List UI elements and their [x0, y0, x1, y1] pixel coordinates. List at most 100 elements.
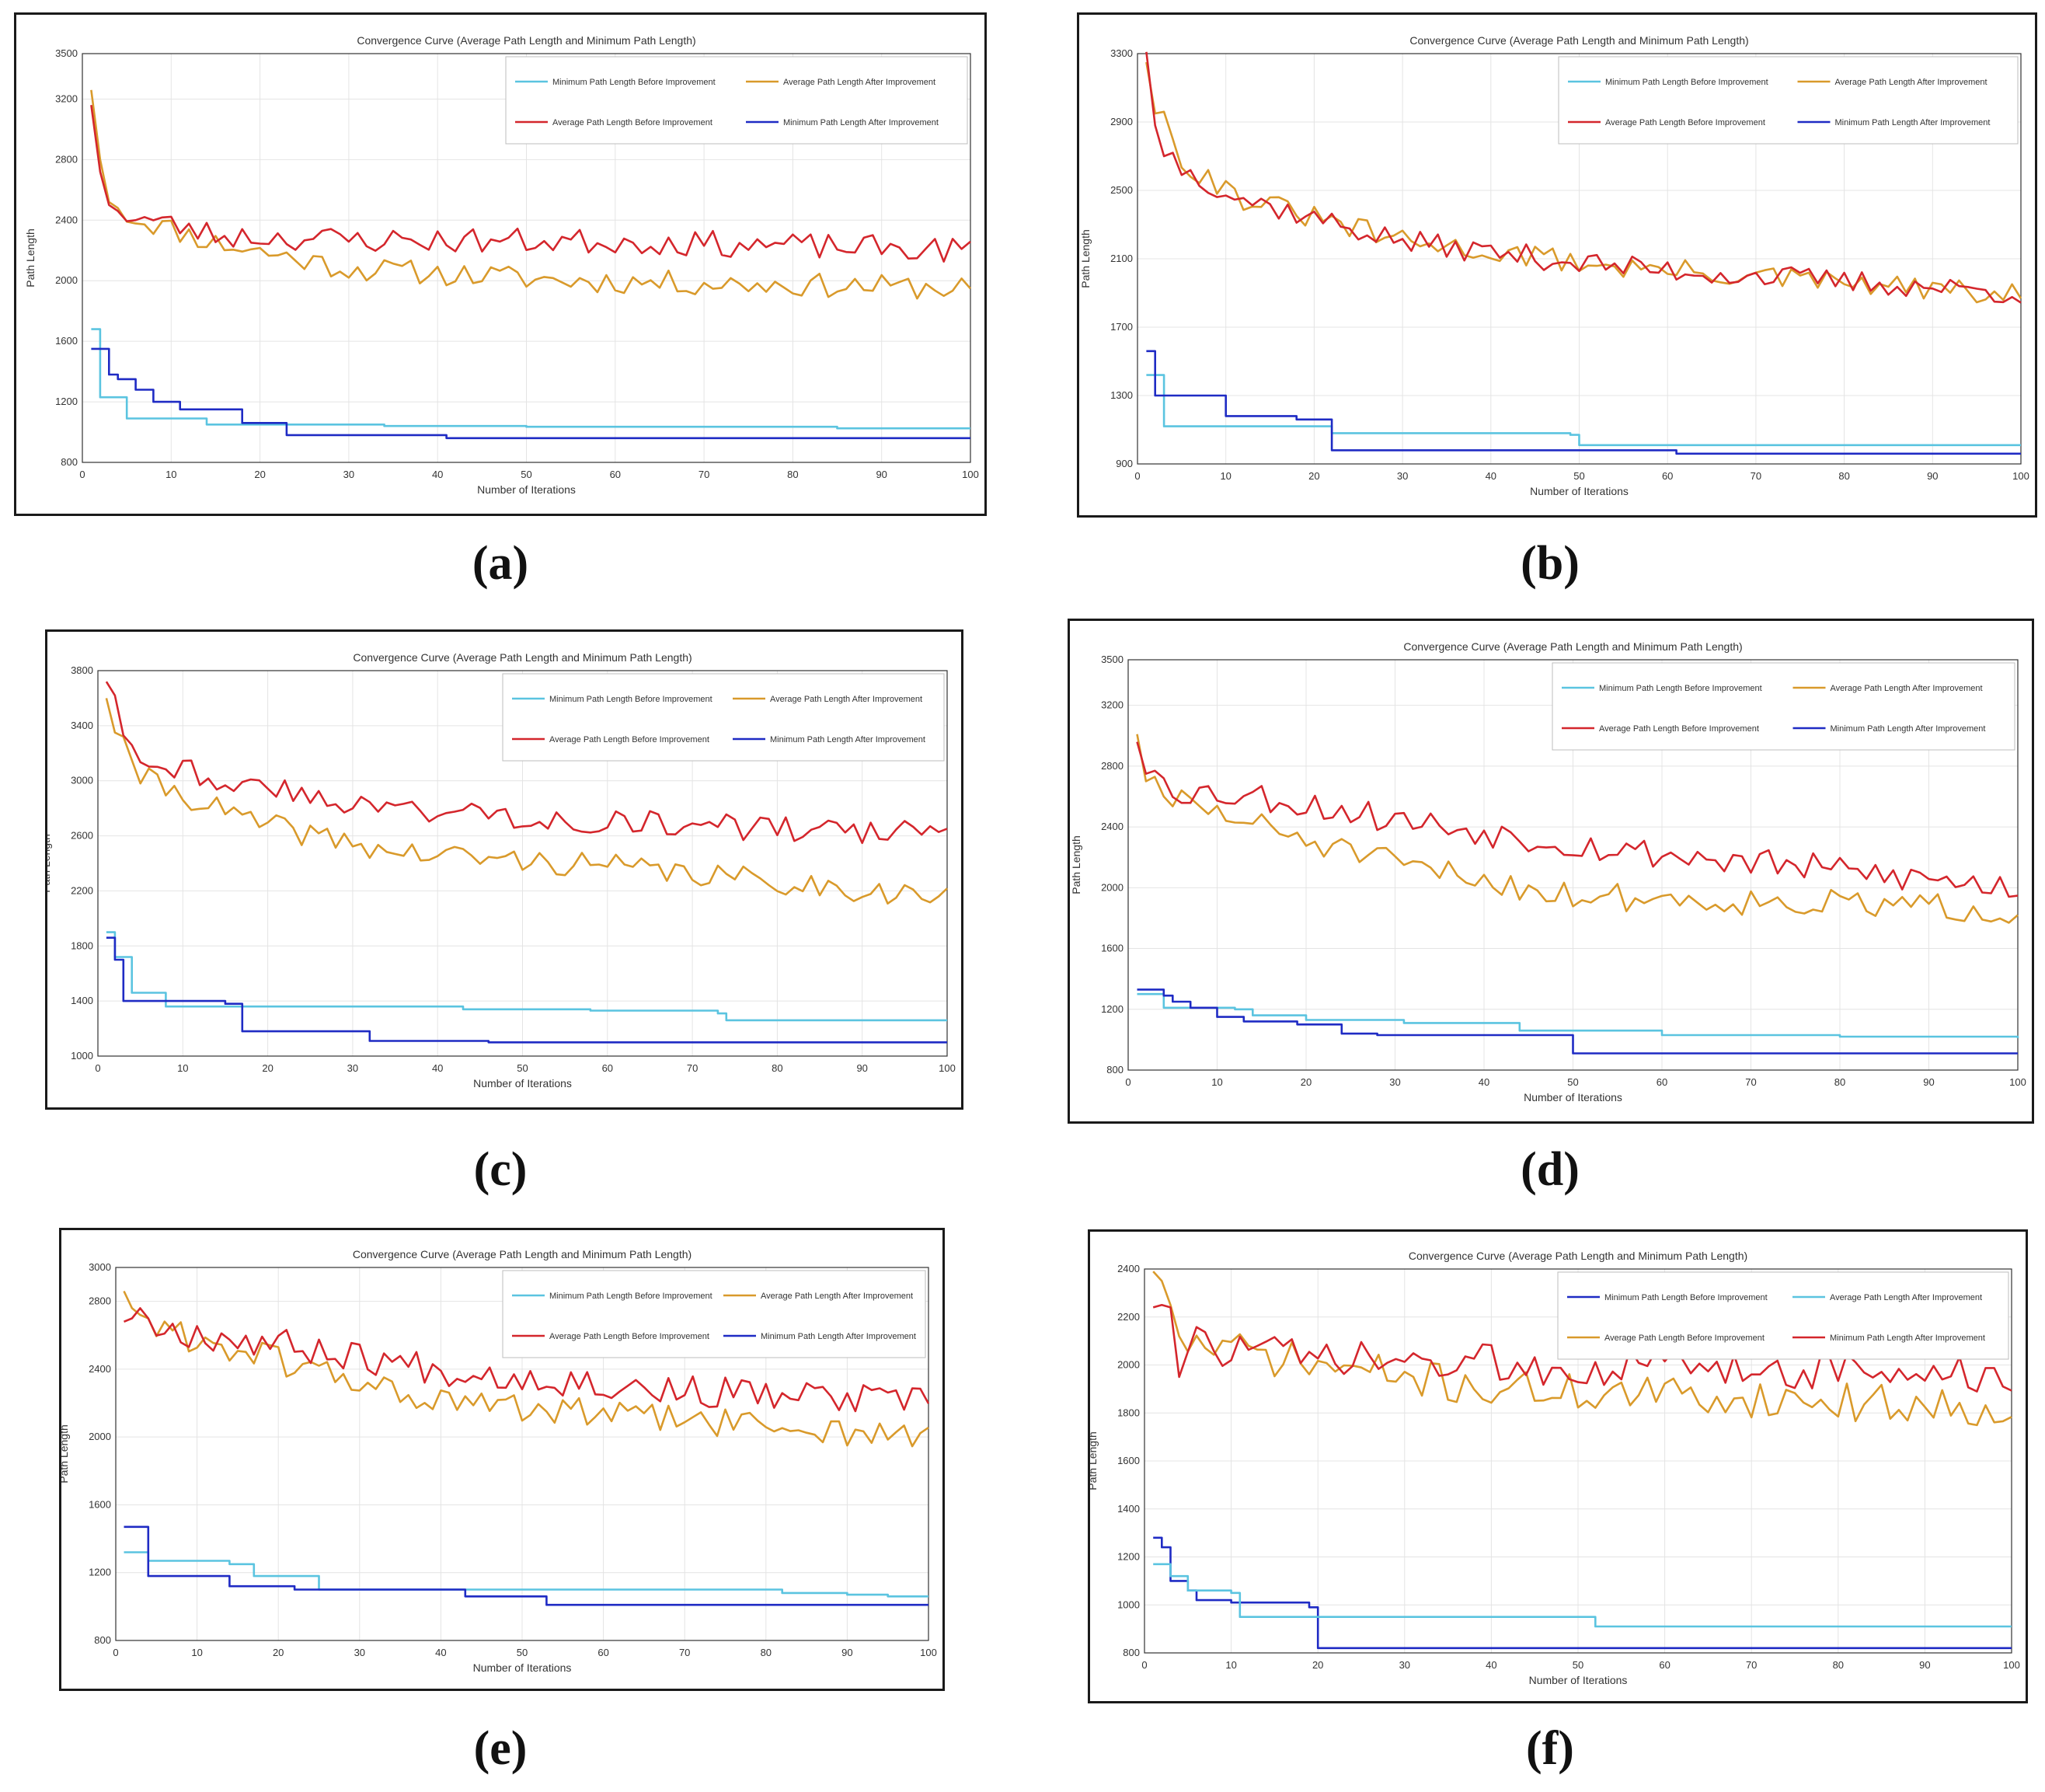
caption-e: (e): [473, 1722, 528, 1775]
chart-a-x-tick-label: 30: [343, 469, 354, 480]
chart-a-series-line-2: [90, 105, 971, 263]
chart-e-legend-label: Average Path Length After Improvement: [761, 1292, 913, 1301]
chart-c-y-tick-label: 3400: [71, 720, 93, 731]
chart-f-y-tick-label: 1800: [1117, 1407, 1140, 1418]
chart-panel-e: 0 10 20 30 40 50 60 70 80 90 100 800 1200 1600 2000 240…: [59, 1228, 945, 1691]
chart-f-x-tick-label: 80: [1833, 1659, 1844, 1671]
chart-b-title: Convergence Curve (Average Path Length a…: [1409, 34, 1748, 47]
chart-f-plot-area: [1144, 1268, 2012, 1654]
chart-e-legend-label: Minimum Path Length After Improvement: [761, 1332, 916, 1341]
chart-e-x-tick-label: 90: [841, 1647, 852, 1658]
chart-c-y-tick-label: 3800: [71, 664, 93, 676]
chart-panel-c: 0 10 20 30 40 50 60 70 80 90 100 1000 1400 1800 2200 26…: [45, 629, 963, 1110]
chart-c-series-line-1: [105, 698, 948, 905]
chart-c-x-tick-label: 70: [687, 1062, 698, 1074]
chart-a-y-tick-label: 3200: [55, 92, 78, 104]
chart-a-y-tick-label: 1600: [55, 335, 78, 347]
chart-d-x-tick-label: 40: [1479, 1076, 1489, 1088]
chart-c-series-line-3: [106, 936, 947, 1044]
chart-c-series-line-0: [106, 931, 947, 1022]
chart-b-x-axis-label: Number of Iterations: [1530, 485, 1629, 497]
chart-d-series-line-2: [1136, 741, 2019, 898]
chart-d-x-tick-label: 30: [1389, 1076, 1400, 1088]
chart-c-plot-area: [97, 670, 948, 1057]
chart-b-legend-label: Minimum Path Length Before Improvement: [1605, 78, 1768, 87]
chart-d-legend-label: Average Path Length After Improvement: [1831, 684, 1983, 693]
chart-c-x-tick-label: 60: [602, 1062, 613, 1074]
chart-f-y-tick-label: 2200: [1117, 1311, 1140, 1323]
chart-c-x-tick-label: 0: [95, 1062, 100, 1074]
chart-d-x-tick-label: 20: [1301, 1076, 1312, 1088]
chart-b-x-tick-label: 40: [1486, 470, 1496, 482]
chart-b-series-line-3: [1146, 350, 2021, 455]
chart-c-y-axis-label: Path Length: [47, 834, 52, 893]
chart-b-x-tick-label: 60: [1662, 470, 1673, 482]
chart-a-y-tick-label: 1200: [55, 396, 78, 407]
chart-d-series-line-1: [1136, 734, 2019, 924]
chart-a-x-tick-label: 20: [254, 469, 265, 480]
chart-f-x-tick-label: 20: [1312, 1659, 1323, 1671]
chart-c-x-tick-label: 40: [432, 1062, 443, 1074]
chart-b-series-line-2: [1145, 51, 2022, 304]
chart-a-y-axis-label: Path Length: [24, 228, 37, 288]
chart-a-x-tick-label: 50: [521, 469, 531, 480]
chart-e: 0 10 20 30 40 50 60 70 80 90 100 800 1200 1600 2000 240…: [61, 1248, 937, 1674]
chart-d-y-tick-label: 3200: [1101, 699, 1124, 711]
chart-f-y-tick-label: 2000: [1117, 1359, 1140, 1371]
chart-c-title: Convergence Curve (Average Path Length a…: [353, 651, 692, 664]
chart-e-x-tick-label: 60: [597, 1647, 608, 1658]
chart-a-legend-label: Average Path Length After Improvement: [783, 78, 935, 87]
chart-a-x-tick-label: 0: [79, 469, 85, 480]
chart-b-legend-label: Average Path Length Before Improvement: [1605, 118, 1765, 127]
chart-c-x-tick-label: 100: [939, 1062, 956, 1074]
chart-c-x-tick-label: 20: [262, 1062, 273, 1074]
chart-f-y-tick-label: 1200: [1117, 1551, 1140, 1563]
chart-b-x-tick-label: 80: [1838, 470, 1849, 482]
chart-a-x-tick-label: 90: [876, 469, 887, 480]
chart-b-y-tick-label: 2500: [1110, 184, 1133, 196]
chart-d-series-line-0: [1137, 992, 2019, 1038]
chart-f-x-tick-label: 100: [2003, 1659, 2020, 1671]
chart-a-x-tick-label: 40: [432, 469, 443, 480]
chart-d-plot-area: [1127, 659, 2019, 1071]
chart-b-x-tick-label: 50: [1573, 470, 1584, 482]
chart-e-y-tick-label: 2400: [89, 1363, 111, 1375]
chart-panel-b: 0 10 20 30 40 50 60 70 80 90 100 900 1300 1700 2100 250…: [1077, 12, 2037, 518]
chart-e-y-tick-label: 1600: [89, 1498, 111, 1510]
chart-d-x-tick-label: 10: [1211, 1076, 1222, 1088]
chart-f-legend-label: Minimum Path Length After Improvement: [1830, 1334, 1985, 1343]
chart-d-x-tick-label: 70: [1745, 1076, 1756, 1088]
chart-a-title: Convergence Curve (Average Path Length a…: [357, 34, 695, 47]
chart-d-y-tick-label: 2400: [1101, 821, 1124, 832]
chart-d-title: Convergence Curve (Average Path Length a…: [1403, 640, 1742, 653]
chart-c-x-tick-label: 90: [856, 1062, 867, 1074]
chart-a-y-tick-label: 2400: [55, 214, 78, 225]
chart-a-y-tick-label: 3500: [55, 47, 78, 59]
chart-e-y-tick-label: 2800: [89, 1295, 111, 1307]
chart-e-y-tick-label: 1200: [89, 1567, 111, 1578]
chart-f-y-axis-label: Path Length: [1090, 1431, 1099, 1490]
caption-f: (f): [1526, 1722, 1574, 1775]
chart-b-legend-label: Minimum Path Length After Improvement: [1835, 118, 1991, 127]
chart-b-x-tick-label: 100: [2012, 470, 2029, 482]
chart-d-x-tick-label: 60: [1657, 1076, 1667, 1088]
chart-b: 0 10 20 30 40 50 60 70 80 90 100 900 1300 1700 2100 250…: [1079, 34, 2029, 497]
chart-e-x-tick-label: 50: [517, 1647, 528, 1658]
chart-a-y-tick-label: 2800: [55, 153, 78, 165]
chart-panel-d: 0 10 20 30 40 50 60 70 80 90 100 800 1200 1600 2000 240…: [1068, 619, 2034, 1124]
chart-b-y-tick-label: 1300: [1110, 389, 1133, 401]
chart-f-legend-label: Average Path Length Before Improvement: [1604, 1334, 1765, 1343]
chart-f-x-tick-label: 40: [1486, 1659, 1496, 1671]
chart-c-x-tick-label: 80: [772, 1062, 782, 1074]
chart-c-x-tick-label: 30: [347, 1062, 358, 1074]
chart-c: 0 10 20 30 40 50 60 70 80 90 100 1000 1400 1800 2200 26…: [47, 651, 956, 1089]
chart-b-series-line-0: [1146, 374, 2021, 447]
chart-b-y-tick-label: 3300: [1110, 47, 1133, 59]
chart-d-y-tick-label: 800: [1106, 1064, 1124, 1076]
chart-c-legend-label: Minimum Path Length Before Improvement: [549, 695, 712, 704]
chart-f-x-tick-label: 30: [1399, 1659, 1410, 1671]
chart-c-x-tick-label: 50: [517, 1062, 528, 1074]
caption-b: (b): [1521, 537, 1580, 590]
chart-d-legend: [1552, 662, 2015, 751]
chart-f-x-tick-label: 90: [1919, 1659, 1930, 1671]
